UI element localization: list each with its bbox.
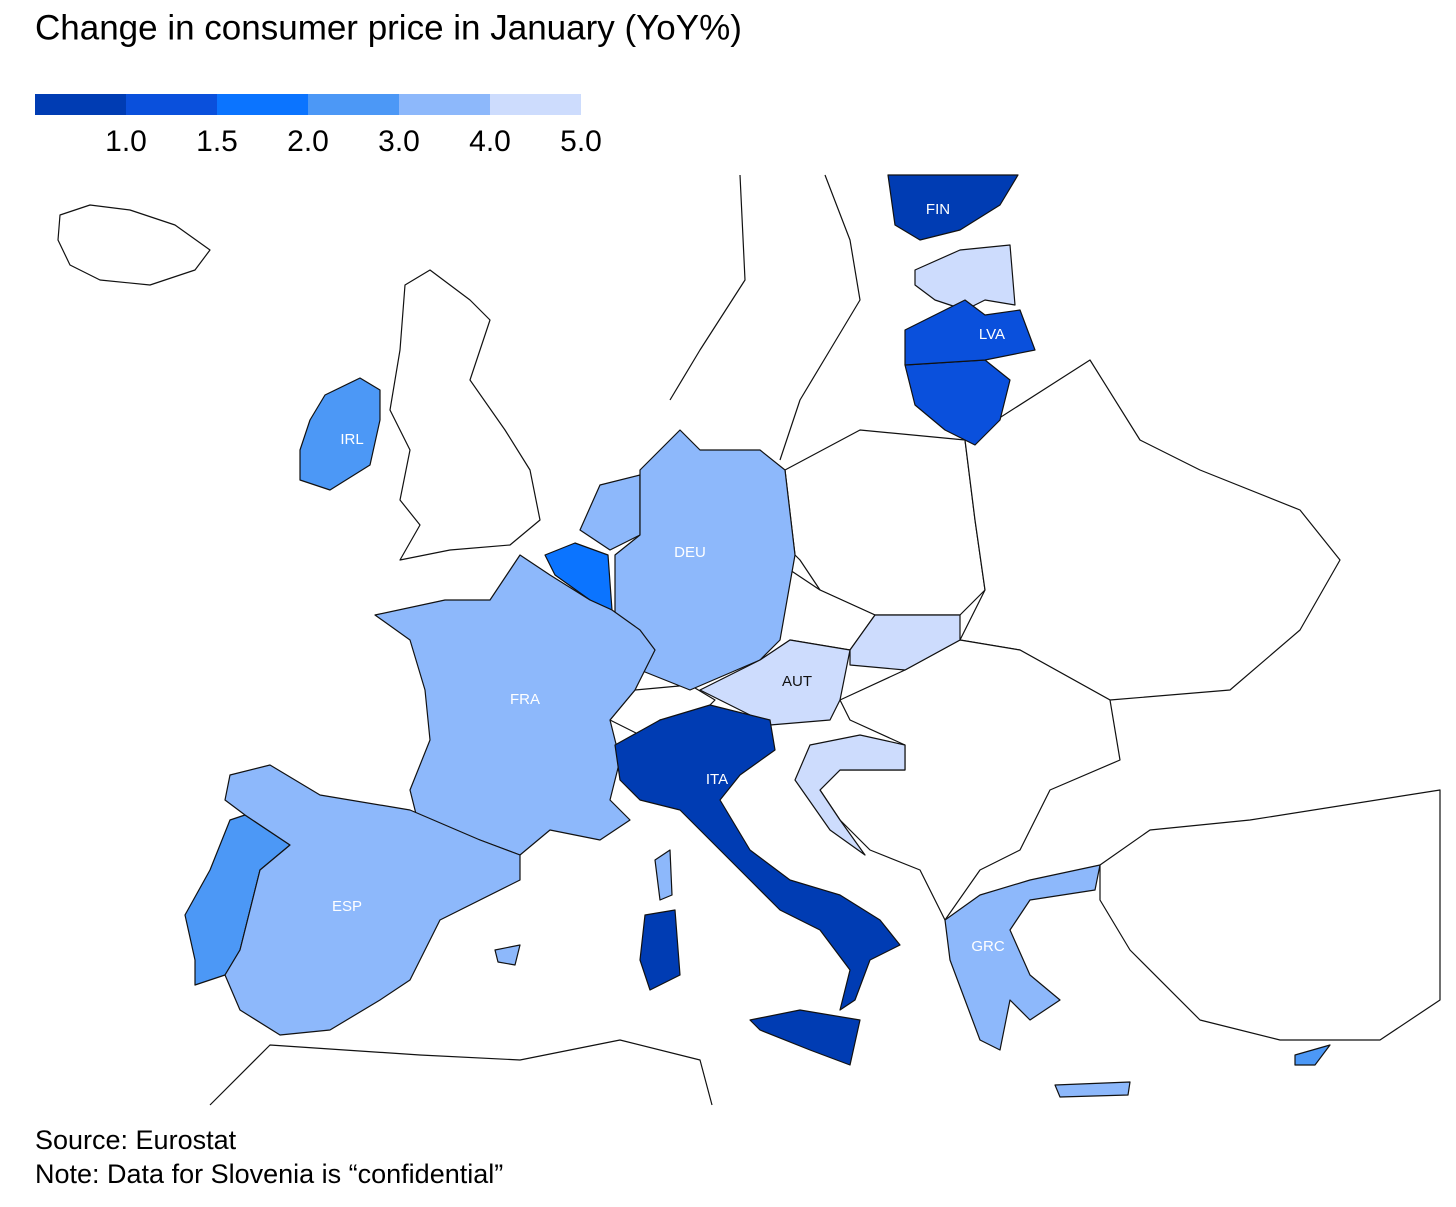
- eastern-europe: [959, 359, 1341, 701]
- legend-tick-label: 3.0: [378, 125, 420, 158]
- legend-tick-label: 5.0: [560, 125, 602, 158]
- country-label: LVA: [979, 326, 1005, 343]
- country-label: FIN: [926, 201, 950, 218]
- country-label: ESP: [332, 898, 362, 915]
- country-fill: [614, 429, 796, 691]
- legend-swatch: [126, 94, 217, 115]
- croatia: [794, 734, 906, 856]
- country-label: ITA: [706, 771, 728, 788]
- balearics: [494, 944, 521, 966]
- legend-tick-label: 4.0: [469, 125, 511, 158]
- corsica: [654, 849, 673, 901]
- lithuania: [904, 359, 1011, 446]
- legend-swatch: [217, 94, 308, 115]
- legend-swatch: [399, 94, 490, 115]
- legend-tick-label: 1.0: [105, 125, 147, 158]
- scandinavia: [669, 174, 861, 461]
- country-fill: [904, 299, 1036, 366]
- legend-swatch: [308, 94, 399, 115]
- iceland: [57, 204, 211, 286]
- country-fill: [699, 639, 851, 726]
- footnote: Note: Data for Slovenia is “confidential…: [35, 1159, 503, 1189]
- source-note: Source: Eurostat: [35, 1125, 237, 1155]
- country-fill: [887, 174, 1019, 241]
- country-label: DEU: [674, 544, 706, 561]
- country-fill: [614, 704, 901, 1011]
- great-britain: [389, 269, 541, 561]
- legend-swatch: [490, 94, 581, 115]
- country-fill: [944, 864, 1101, 1051]
- crete: [1054, 1081, 1131, 1098]
- legend-tick-label: 1.5: [196, 125, 238, 158]
- estonia: [914, 244, 1016, 311]
- map: FIN LVA IRL DEU FRA AUT ITA ESP GRC: [57, 174, 1441, 1106]
- turkey: [1099, 789, 1441, 1041]
- country-label: AUT: [782, 673, 812, 690]
- slovakia-hungary: [849, 614, 961, 671]
- cyprus: [1294, 1044, 1331, 1066]
- netherlands: [579, 474, 641, 551]
- country-fill: [224, 764, 521, 1036]
- legend-tick-label: 2.0: [287, 125, 329, 158]
- country-fill: [299, 377, 381, 491]
- sardinia: [639, 909, 681, 991]
- north-africa: [209, 1039, 713, 1106]
- chart-title: Change in consumer price in January (YoY…: [35, 8, 742, 47]
- country-fill: [374, 554, 656, 856]
- country-label: IRL: [340, 431, 363, 448]
- country-label: GRC: [971, 938, 1005, 955]
- legend: 1.0 1.5 2.0 3.0 4.0 5.0: [35, 94, 602, 158]
- sicily: [749, 1009, 861, 1066]
- legend-swatch: [35, 94, 126, 115]
- country-label: FRA: [510, 691, 540, 708]
